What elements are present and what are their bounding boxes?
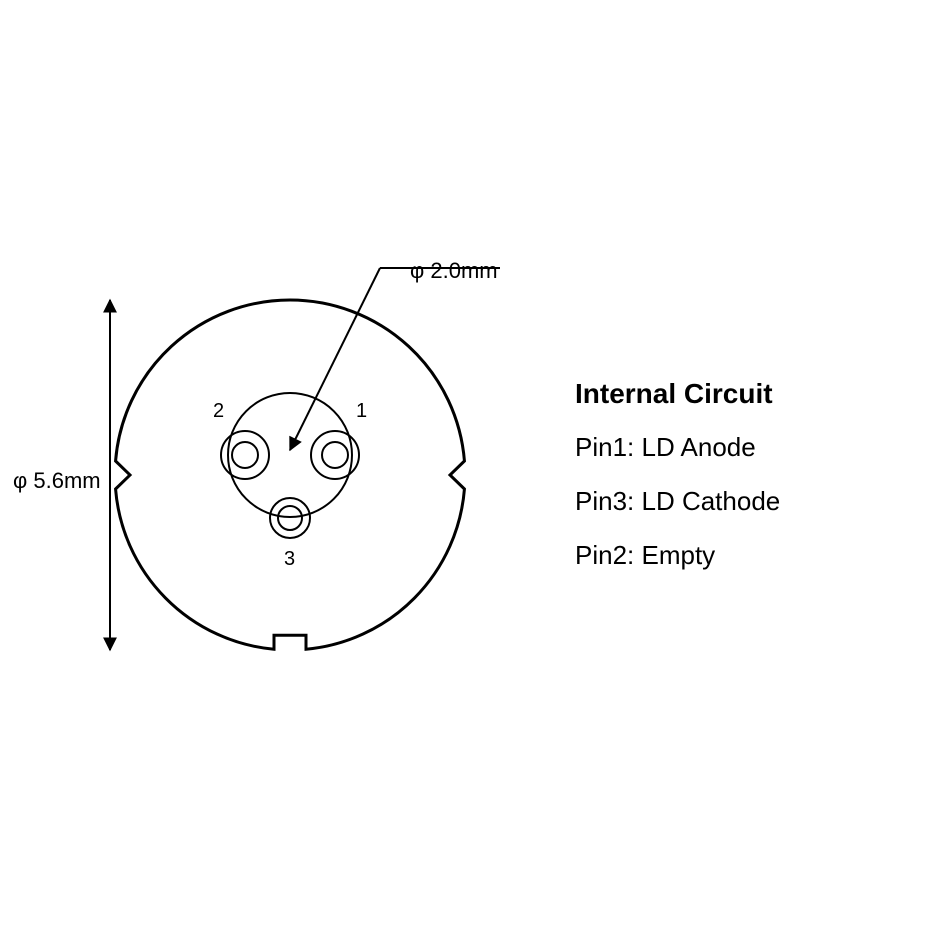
pin-2-inner: [232, 442, 258, 468]
pin-label-2: 2: [213, 400, 224, 423]
sidebar-title: Internal Circuit: [575, 378, 773, 410]
dim-inner-label: φ 2.0mm: [410, 258, 498, 284]
pin-label-3: 3: [284, 548, 295, 571]
diagram-stage: φ 5.6mm φ 2.0mm 1 2 3 Internal Circuit Pin1: L…: [0, 0, 950, 950]
dim-outer-label: φ 5.6mm: [13, 468, 101, 494]
pinout-schematic: [0, 0, 950, 950]
pin-label-1: 1: [356, 400, 367, 423]
package-outline: [116, 300, 465, 649]
sidebar-line-0: Pin1: LD Anode: [575, 432, 756, 463]
sidebar-line-2: Pin2: Empty: [575, 540, 715, 571]
pin-1-inner: [322, 442, 348, 468]
sidebar-line-1: Pin3: LD Cathode: [575, 486, 780, 517]
